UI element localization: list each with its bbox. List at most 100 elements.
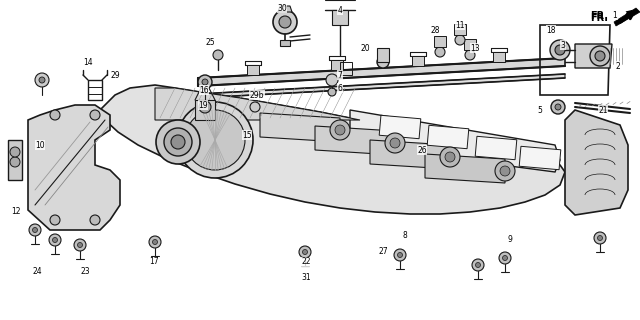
- Circle shape: [29, 224, 41, 236]
- Circle shape: [213, 50, 223, 60]
- Circle shape: [50, 215, 60, 225]
- Circle shape: [250, 102, 260, 112]
- Circle shape: [185, 110, 245, 170]
- Circle shape: [555, 104, 561, 110]
- Polygon shape: [280, 40, 290, 46]
- Text: 21: 21: [598, 106, 608, 115]
- Circle shape: [390, 138, 400, 148]
- Circle shape: [171, 135, 185, 149]
- Polygon shape: [377, 48, 389, 62]
- Text: FR.: FR.: [590, 13, 608, 23]
- Polygon shape: [425, 154, 505, 183]
- Circle shape: [476, 262, 481, 268]
- Circle shape: [177, 102, 253, 178]
- Circle shape: [273, 10, 297, 34]
- Text: 23: 23: [80, 268, 90, 276]
- Circle shape: [598, 236, 602, 241]
- Circle shape: [500, 166, 510, 176]
- Circle shape: [77, 243, 83, 247]
- Polygon shape: [565, 110, 628, 215]
- Text: 17: 17: [149, 258, 159, 267]
- Circle shape: [590, 46, 610, 66]
- Text: 15: 15: [242, 131, 252, 140]
- Polygon shape: [350, 110, 560, 172]
- Circle shape: [33, 228, 38, 233]
- Circle shape: [377, 56, 389, 68]
- Text: 28: 28: [430, 26, 440, 35]
- Polygon shape: [100, 85, 565, 214]
- Circle shape: [49, 234, 61, 246]
- Circle shape: [326, 74, 338, 86]
- Circle shape: [52, 237, 58, 243]
- Circle shape: [394, 249, 406, 261]
- Circle shape: [149, 236, 161, 248]
- Circle shape: [502, 255, 508, 260]
- Text: 8: 8: [403, 230, 408, 239]
- Polygon shape: [454, 24, 466, 35]
- Circle shape: [445, 152, 455, 162]
- Text: 25: 25: [205, 37, 215, 46]
- Circle shape: [50, 110, 60, 120]
- Circle shape: [90, 215, 100, 225]
- Text: FR.: FR.: [590, 11, 608, 21]
- Circle shape: [90, 110, 100, 120]
- Circle shape: [397, 252, 403, 258]
- Text: 31: 31: [301, 274, 311, 283]
- Polygon shape: [247, 65, 259, 75]
- Circle shape: [594, 232, 606, 244]
- Circle shape: [385, 133, 405, 153]
- Text: 9: 9: [508, 236, 513, 244]
- Circle shape: [74, 239, 86, 251]
- Circle shape: [156, 120, 200, 164]
- Circle shape: [495, 161, 515, 181]
- Polygon shape: [493, 52, 505, 62]
- Text: 14: 14: [83, 58, 93, 67]
- Polygon shape: [28, 105, 120, 230]
- Text: 13: 13: [470, 44, 480, 52]
- Polygon shape: [195, 100, 215, 120]
- Polygon shape: [380, 115, 420, 139]
- Text: 16: 16: [199, 85, 209, 94]
- Circle shape: [330, 120, 350, 140]
- Circle shape: [499, 252, 511, 264]
- Polygon shape: [464, 39, 476, 50]
- Circle shape: [39, 77, 45, 83]
- Circle shape: [472, 259, 484, 271]
- Circle shape: [198, 75, 212, 89]
- Circle shape: [335, 125, 345, 135]
- Circle shape: [279, 16, 291, 28]
- Text: 24: 24: [32, 268, 42, 276]
- Circle shape: [202, 79, 208, 85]
- Polygon shape: [519, 146, 561, 170]
- Circle shape: [35, 73, 49, 87]
- Circle shape: [152, 239, 157, 244]
- Text: 3: 3: [561, 41, 565, 50]
- Circle shape: [455, 35, 465, 45]
- Text: 19: 19: [198, 100, 208, 109]
- Polygon shape: [332, 60, 344, 70]
- Text: 5: 5: [538, 106, 543, 115]
- Text: 29: 29: [110, 70, 120, 79]
- Text: 4: 4: [337, 5, 342, 14]
- Polygon shape: [155, 88, 360, 120]
- Polygon shape: [412, 56, 424, 66]
- Circle shape: [440, 147, 460, 167]
- Circle shape: [465, 50, 475, 60]
- Circle shape: [164, 128, 192, 156]
- Circle shape: [328, 88, 336, 96]
- Circle shape: [595, 51, 605, 61]
- Circle shape: [555, 45, 565, 55]
- Polygon shape: [198, 58, 565, 86]
- Polygon shape: [260, 113, 340, 142]
- Text: 7: 7: [337, 70, 342, 79]
- Text: 1: 1: [612, 11, 618, 20]
- Text: 6: 6: [337, 84, 342, 92]
- Text: 11: 11: [455, 20, 465, 29]
- Polygon shape: [315, 126, 395, 155]
- Text: 20: 20: [360, 44, 370, 52]
- Polygon shape: [428, 125, 468, 149]
- Polygon shape: [278, 6, 292, 12]
- Polygon shape: [614, 8, 640, 26]
- Text: 22: 22: [301, 258, 311, 267]
- Circle shape: [10, 147, 20, 157]
